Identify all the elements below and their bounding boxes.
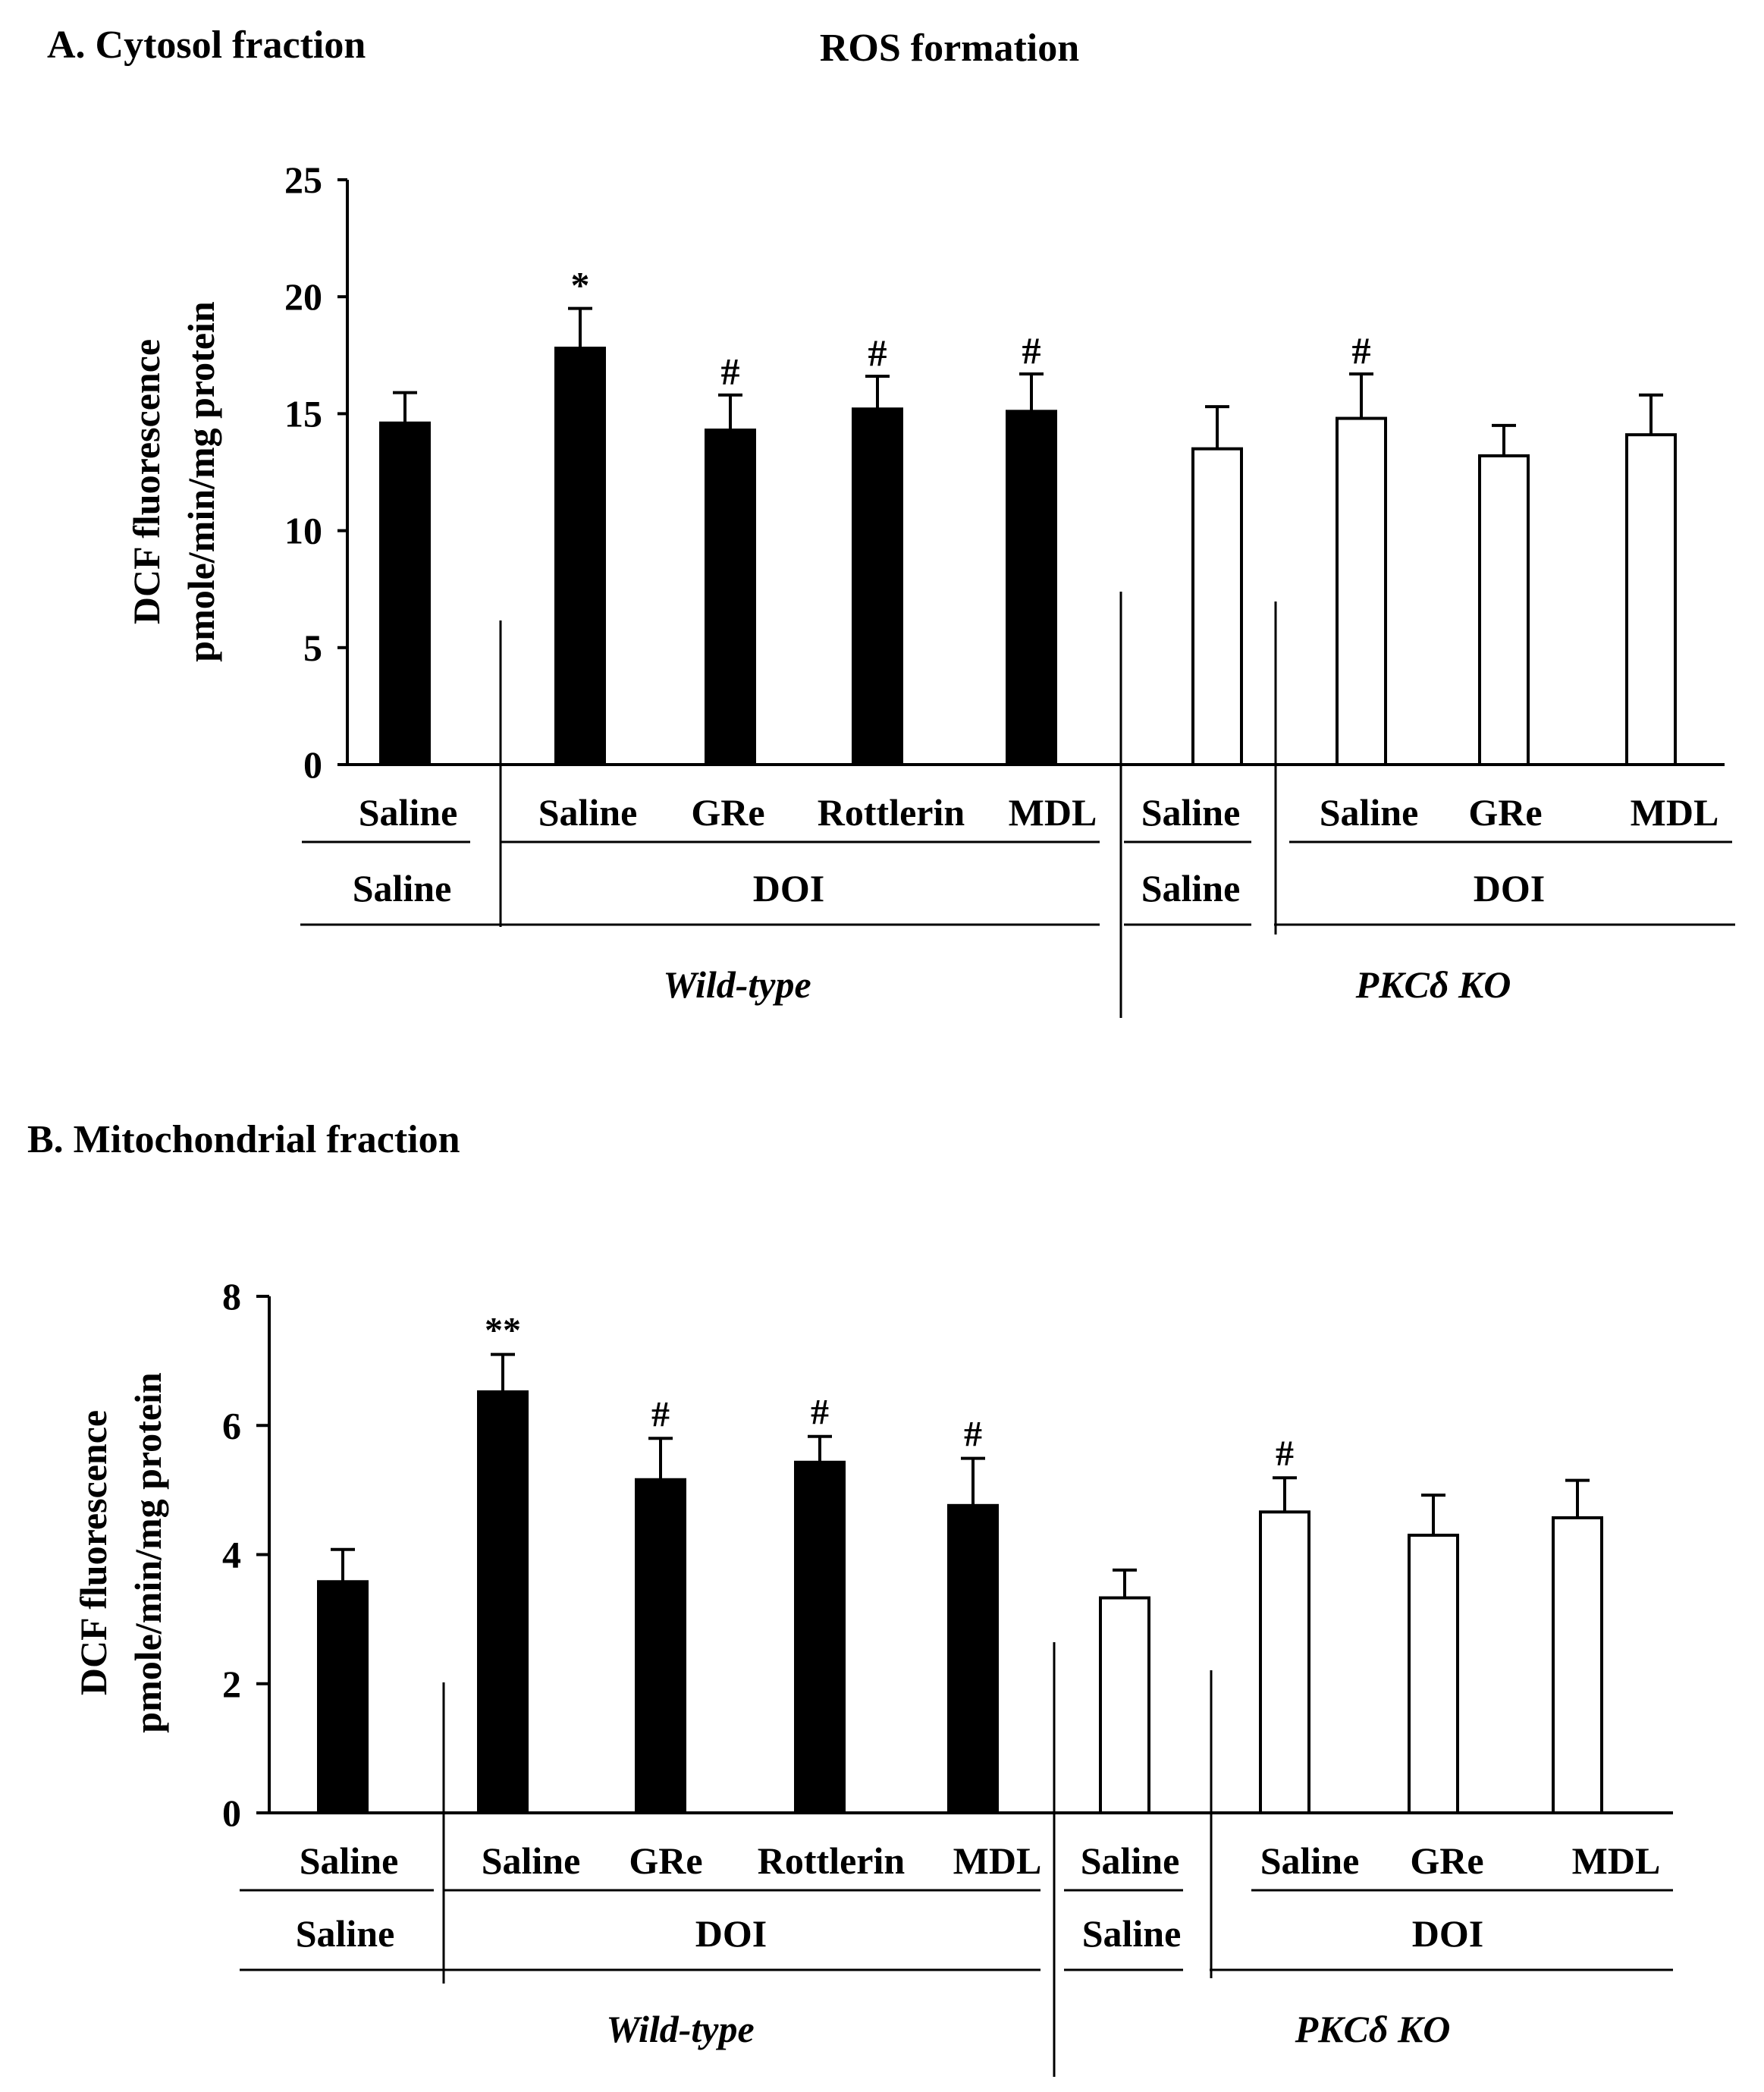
x-category-label: MDL	[1572, 1839, 1661, 1882]
x-category-label: Saline	[1260, 1839, 1360, 1882]
bar	[1099, 1596, 1150, 1814]
y-tick-label: 8	[222, 1275, 241, 1318]
bar	[1478, 454, 1530, 766]
x-category-label: GRe	[1468, 791, 1542, 834]
panel-title: A. Cytosol fraction	[47, 24, 366, 67]
x-category-label: Saline	[359, 791, 458, 834]
x-category-label: Rottlerin	[758, 1839, 906, 1882]
treatment-label: Saline	[1141, 867, 1241, 909]
significance-marker: #	[1276, 1434, 1294, 1474]
y-tick-label: 6	[222, 1404, 241, 1446]
panel-title: B. Mitochondrial fraction	[27, 1118, 460, 1161]
treatment-label: Saline	[353, 867, 452, 909]
x-category-label: Saline	[1320, 791, 1419, 834]
significance-marker: **	[485, 1311, 521, 1351]
x-category-label: GRe	[629, 1839, 702, 1882]
significance-marker: #	[721, 350, 740, 393]
x-category-label: MDL	[1009, 791, 1097, 834]
x-category-label: Saline	[300, 1839, 399, 1882]
bar	[635, 1478, 686, 1814]
bar	[1336, 416, 1387, 766]
bar	[1408, 1533, 1459, 1815]
bar	[1006, 410, 1057, 766]
y-tick-label: 20	[284, 275, 322, 318]
genotype-label: PKCδ KO	[1295, 2008, 1451, 2050]
significance-marker: #	[811, 1393, 829, 1433]
bar	[1552, 1516, 1603, 1814]
x-category-label: MDL	[1631, 791, 1719, 834]
treatment-label: DOI	[695, 1912, 767, 1955]
y-tick-label: 4	[222, 1534, 241, 1576]
treatment-label: DOI	[1412, 1912, 1483, 1955]
x-category-label: Saline	[482, 1839, 581, 1882]
x-category-label: GRe	[691, 791, 764, 834]
genotype-label: PKCδ KO	[1355, 963, 1511, 1006]
bar	[852, 407, 903, 766]
x-category-label: Saline	[1081, 1839, 1180, 1882]
figure-title: ROS formation	[820, 27, 1079, 70]
y-axis-label-line1: DCF fluorescence	[72, 1410, 115, 1695]
bar	[317, 1580, 369, 1814]
bar	[379, 421, 431, 767]
significance-marker: #	[868, 331, 887, 374]
panel-b-mitochondrial-chart: B. Mitochondrial fraction DCF fluorescenc…	[27, 1118, 1673, 2077]
y-axis-label-line2: pmole/min/mg protein	[127, 1372, 169, 1733]
y-axis-label-line1: DCF fluorescence	[125, 339, 168, 624]
y-axis-label-line2: pmole/min/mg protein	[180, 301, 222, 662]
bar	[794, 1460, 846, 1814]
y-tick-label: 15	[284, 392, 322, 435]
y-tick-label: 5	[303, 627, 322, 669]
panel-a-cytosol-chart: A. Cytosol fraction DCF fluorescence pmole…	[47, 24, 1735, 1018]
x-category-label: GRe	[1410, 1839, 1483, 1882]
y-tick-label: 2	[222, 1663, 241, 1705]
x-category-label: Rottlerin	[818, 791, 965, 834]
treatment-label: DOI	[1474, 867, 1545, 909]
bar	[1191, 447, 1243, 766]
significance-marker: #	[1352, 329, 1371, 372]
y-tick-label: 10	[284, 510, 322, 552]
significance-marker: #	[1022, 329, 1041, 372]
y-tick-label: 25	[284, 159, 322, 201]
treatment-label: Saline	[1082, 1912, 1182, 1955]
x-category-label: Saline	[1141, 791, 1241, 834]
bar	[705, 428, 756, 766]
x-category-label: MDL	[953, 1839, 1042, 1882]
bar	[477, 1390, 529, 1814]
treatment-label: DOI	[753, 867, 824, 909]
bar	[1625, 433, 1677, 766]
significance-marker: #	[964, 1415, 982, 1455]
bar	[1259, 1510, 1310, 1814]
genotype-label: Wild-type	[663, 963, 811, 1006]
genotype-label: Wild-type	[606, 2008, 754, 2050]
treatment-label: Saline	[296, 1912, 395, 1955]
bar	[554, 347, 606, 767]
significance-marker: #	[651, 1394, 670, 1434]
significance-marker: *	[571, 264, 590, 306]
y-tick-label: 0	[303, 743, 322, 786]
x-category-label: Saline	[538, 791, 638, 834]
bar	[947, 1503, 999, 1815]
y-tick-label: 0	[222, 1792, 241, 1834]
